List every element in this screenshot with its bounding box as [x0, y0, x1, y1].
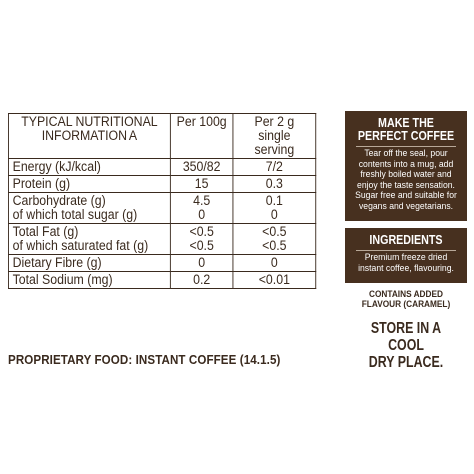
row-per100: 0 [169, 254, 234, 272]
row-name: Carbohydrate (g) of which total sugar (g… [8, 192, 171, 224]
row-name: Energy (kJ/kcal) [8, 158, 171, 176]
row-per100-sub: <0.5 [189, 238, 214, 253]
store-line1: STORE IN A COOL [370, 320, 442, 354]
header-per100: Per 100g [169, 113, 234, 159]
row-per100-sub: 0 [198, 207, 206, 222]
proprietary-food-text: PROPRIETARY FOOD: INSTANT COFFEE (14.1.5… [8, 353, 281, 367]
make-coffee-title: MAKE THE PERFECT COFFEE [354, 111, 458, 143]
row-serving: 0 [232, 254, 317, 272]
ingredients-title: INGREDIENTS [369, 233, 443, 247]
table-row: Energy (kJ/kcal) 350/82 7/2 [8, 158, 317, 176]
header-serving-line2: serving [254, 142, 295, 157]
row-name-main: Carbohydrate (g) [12, 193, 106, 208]
ingredients-panel: INGREDIENTS Premium freeze dried instant… [345, 228, 467, 283]
row-serving: 7/2 [232, 158, 317, 176]
header-serving-line1: Per 2 g single [254, 114, 295, 143]
make-coffee-dietary: Sugar free and suitable for vegans and v… [355, 190, 457, 212]
make-coffee-instructions: Tear off the seal, pour contents into a … [357, 148, 455, 191]
header-serving: Per 2 g single serving [232, 113, 317, 159]
header-line2: INFORMATION [41, 128, 128, 143]
panel-divider [356, 250, 456, 251]
store-line2: DRY PLACE. [368, 354, 444, 371]
contains-flavour-note: CONTAINS ADDED FLAVOUR (CARAMEL) [351, 289, 461, 310]
row-per100-main: <0.5 [189, 224, 214, 239]
make-coffee-title-line1: MAKE THE [378, 116, 434, 130]
row-per100: 350/82 [169, 158, 234, 176]
row-per100: 15 [169, 175, 234, 193]
table-row: Total Fat (g) of which saturated fat (g)… [8, 223, 317, 255]
ingredients-text: Premium freeze dried instant coffee, fla… [358, 252, 454, 274]
header-line1: TYPICAL NUTRITIONAL [21, 114, 158, 129]
row-per100: 0.2 [169, 271, 234, 289]
make-coffee-panel: MAKE THE PERFECT COFFEE Tear off the sea… [345, 111, 467, 221]
table-row: Carbohydrate (g) of which total sugar (g… [8, 192, 317, 224]
row-name-main: Total Fat (g) [12, 224, 79, 239]
row-name-sub: of which total sugar (g) [12, 207, 138, 222]
row-serving: <0.01 [232, 271, 317, 289]
row-name: Protein (g) [8, 175, 171, 193]
row-name: Dietary Fibre (g) [8, 254, 171, 272]
row-name-sub: of which saturated fat (g) [12, 238, 149, 253]
contains-line2: FLAVOUR (CARAMEL) [361, 299, 451, 310]
row-serving-main: 0.1 [265, 193, 283, 208]
storage-instructions: STORE IN A COOL DRY PLACE. [357, 320, 455, 371]
table-row: Total Sodium (mg) 0.2 <0.01 [8, 271, 317, 289]
row-serving: 0.1 0 [232, 192, 317, 224]
row-name: Total Fat (g) of which saturated fat (g) [8, 223, 171, 255]
row-serving-sub: <0.5 [262, 238, 287, 253]
row-serving: 0.3 [232, 175, 317, 193]
row-per100-main: 4.5 [193, 193, 211, 208]
row-serving: <0.5 <0.5 [232, 223, 317, 255]
table-row: Protein (g) 15 0.3 [8, 175, 317, 193]
row-serving-main: <0.5 [262, 224, 287, 239]
panel-divider [356, 146, 456, 147]
contains-line1: CONTAINS ADDED [369, 289, 443, 299]
make-coffee-title-line2: PERFECT COFFEE [357, 129, 455, 143]
table-header-row: TYPICAL NUTRITIONAL INFORMATION A Per 100… [8, 113, 317, 159]
row-serving-sub: 0 [270, 207, 278, 222]
header-line2-wrap: INFORMATION A [13, 129, 167, 143]
row-name: Total Sodium (mg) [8, 271, 171, 289]
nutrition-table: TYPICAL NUTRITIONAL INFORMATION A Per 100… [8, 113, 317, 289]
header-suffix: A [128, 128, 138, 143]
row-per100: <0.5 <0.5 [169, 223, 234, 255]
row-per100: 4.5 0 [169, 192, 234, 224]
table-row: Dietary Fibre (g) 0 0 [8, 254, 317, 272]
header-nutrition-info: TYPICAL NUTRITIONAL INFORMATION A [8, 113, 171, 159]
